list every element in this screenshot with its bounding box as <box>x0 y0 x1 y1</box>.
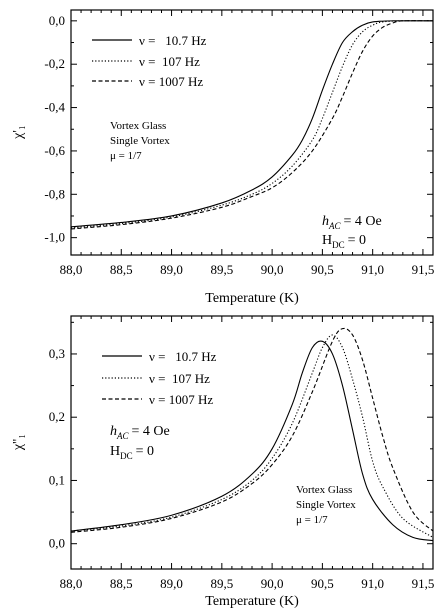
x-tick-label: 89,0 <box>160 262 183 277</box>
legend-label-2: ν = 1007 Hz <box>139 74 203 89</box>
x-tick-label: 90,0 <box>261 262 284 277</box>
legend: ν = 10.7 Hz ν = 107 Hz ν = 1007 Hz <box>92 33 207 89</box>
series-line-0 <box>70 20 433 228</box>
y-tick-label: 0,0 <box>49 536 65 551</box>
x-axis-title: Temperature (K) <box>205 594 299 609</box>
series-line-1 <box>70 20 434 229</box>
x-tick-label: 91,0 <box>361 262 384 277</box>
y-tick-label: 0,1 <box>49 472 65 487</box>
chart-top-chi-real: 88,0 88,5 89,0 89,5 90,0 90,5 91,0 91,5 0,0 -0,2 -… <box>11 9 434 306</box>
x-tick-label: 91,5 <box>412 262 435 277</box>
x-tick-label: 90,5 <box>311 262 334 277</box>
y-tick-label: 0,0 <box>49 13 65 28</box>
legend-label-0: ν = 10.7 Hz <box>149 349 217 364</box>
legend-label-0: ν = 10.7 Hz <box>139 33 207 48</box>
x-tick-label: 88,5 <box>110 576 133 591</box>
x-tick-label: 89,0 <box>160 576 183 591</box>
axis-ticks: 88,0 88,5 89,0 89,5 90,0 90,5 91,0 91,5 0,0 -0,2 -… <box>44 10 434 277</box>
x-tick-label: 91,5 <box>412 576 435 591</box>
model-label-line1: Vortex Glass <box>296 484 352 496</box>
y-axis-title: χ''₁ <box>11 434 26 451</box>
y-tick-label: -0,8 <box>44 186 65 201</box>
x-tick-label: 88,0 <box>60 262 83 277</box>
model-label-line2: Single Vortex <box>110 135 170 147</box>
series-line-0 <box>70 340 434 542</box>
x-tick-label: 89,5 <box>210 262 233 277</box>
model-label-line1: Vortex Glass <box>110 120 166 132</box>
legend-label-1: ν = 107 Hz <box>149 371 210 386</box>
y-tick-label: -0,6 <box>44 143 65 158</box>
chart-bottom-chi-imag: 88,0 88,5 89,0 89,5 90,0 90,5 91,0 91,5 0,0 0,1 0,… <box>11 315 435 609</box>
hdc-label: HDC = 0 <box>110 444 154 461</box>
mu-label: μ = 1/7 <box>296 514 328 526</box>
x-axis-title: Temperature (K) <box>205 291 299 306</box>
legend-label-1: ν = 107 Hz <box>139 54 200 69</box>
y-tick-label: -0,2 <box>44 56 65 71</box>
x-tick-label: 88,0 <box>60 576 83 591</box>
y-tick-label: 0,3 <box>49 346 65 361</box>
y-tick-label: -1,0 <box>44 230 65 245</box>
mu-label: μ = 1/7 <box>110 150 142 162</box>
model-label-line2: Single Vortex <box>296 499 356 511</box>
series-curves <box>70 20 434 230</box>
legend: ν = 10.7 Hz ν = 107 Hz ν = 1007 Hz <box>102 349 217 407</box>
series-line-2 <box>70 20 434 230</box>
x-tick-label: 90,0 <box>261 576 284 591</box>
series-curves <box>70 327 434 542</box>
x-tick-label: 88,5 <box>110 262 133 277</box>
legend-label-2: ν = 1007 Hz <box>149 392 213 407</box>
y-axis-title: χ'₁ <box>11 125 26 140</box>
x-tick-label: 90,5 <box>311 576 334 591</box>
hac-label: hAC = 4 Oe <box>110 424 170 441</box>
series-line-2 <box>70 327 434 533</box>
y-tick-label: -0,4 <box>44 100 65 115</box>
y-tick-label: 0,2 <box>49 409 65 424</box>
series-line-1 <box>70 334 434 538</box>
hac-label: hAC = 4 Oe <box>322 214 382 231</box>
plot-frame <box>70 315 434 570</box>
hdc-label: HDC = 0 <box>322 233 366 250</box>
axis-ticks: 88,0 88,5 89,0 89,5 90,0 90,5 91,0 91,5 0,0 0,1 0,… <box>49 316 435 591</box>
x-tick-label: 91,0 <box>361 576 384 591</box>
x-tick-label: 89,5 <box>210 576 233 591</box>
